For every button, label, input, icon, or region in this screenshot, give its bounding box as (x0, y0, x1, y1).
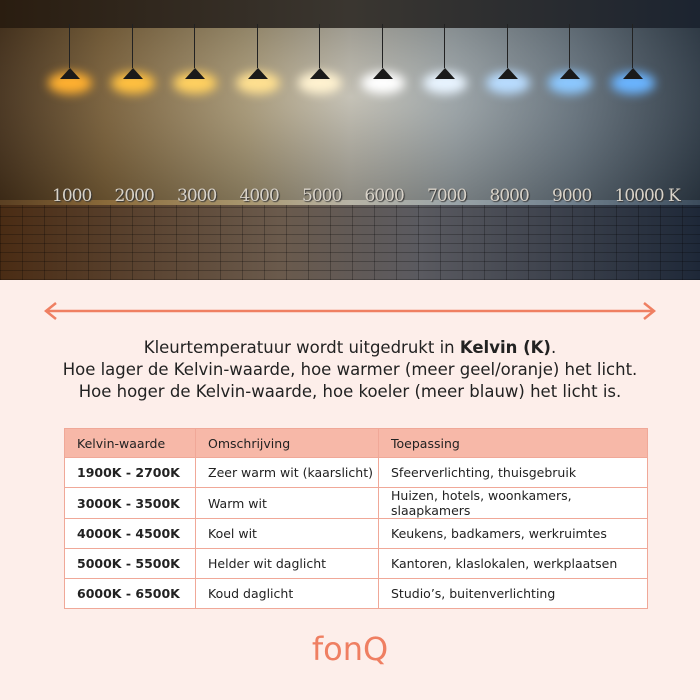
description-cell: Koel wit (195, 518, 379, 549)
floor (0, 205, 700, 280)
kelvin-label: 7000 (427, 186, 467, 206)
application-cell: Kantoren, klaslokalen, werkplaatsen (378, 548, 648, 579)
intro-line-2: Hoe lager de Kelvin-waarde, hoe warmer (… (62, 360, 638, 379)
pendant-lamp-icon (110, 24, 155, 94)
kelvin-label: 5000 (302, 186, 342, 206)
double-arrow-icon (44, 302, 656, 320)
pendant-lamp-icon (548, 24, 592, 94)
table-row: 4000K - 4500K Koel wit Keukens, badkamers,… (64, 518, 648, 549)
pendant-lamp-icon (485, 24, 530, 94)
kelvin-table: Kelvin-waarde Omschrijving Toepassing 19… (64, 428, 648, 609)
intro-line-3: Hoe hoger de Kelvin-waarde, hoe koeler (… (78, 382, 622, 401)
application-cell: Keukens, badkamers, werkruimtes (378, 518, 648, 549)
table-row: 5000K - 5500K Helder wit daglicht Kantoren… (64, 548, 648, 579)
table-row: 6000K - 6500K Koud daglicht Studio’s, buit… (64, 578, 648, 609)
intro-text: . (550, 338, 557, 357)
wall (0, 28, 700, 200)
pendant-lamp-icon (298, 24, 342, 94)
table-row: 1900K - 2700K Zeer warm wit (kaarslicht) S… (64, 457, 648, 488)
application-cell: Studio’s, buitenverlichting (378, 578, 648, 609)
header-application: Toepassing (378, 428, 648, 458)
pendant-lamp-icon (360, 24, 405, 94)
pendant-lamp-icon (173, 24, 217, 94)
application-cell: Huizen, hotels, woonkamers, slaapkamers (378, 487, 648, 519)
kelvin-label: 6000 (364, 186, 405, 206)
kelvin-label: 2000 (114, 186, 155, 206)
kelvin-cell: 3000K - 3500K (64, 487, 196, 519)
kelvin-label: 3000 (177, 186, 217, 206)
header-description: Omschrijving (195, 428, 379, 458)
kelvin-label: 4000 (239, 186, 280, 206)
pendant-lamp-icon (48, 24, 92, 94)
intro-line-1: Kleurtemperatuur wordt uitgedrukt in Kel… (0, 338, 700, 357)
color-temperature-photo: 1000 2000 3000 4000 5000 6000 7000 8000 9000 1000… (0, 0, 700, 280)
description-cell: Koud daglicht (195, 578, 379, 609)
kelvin-emphasis: Kelvin (K) (459, 338, 551, 357)
kelvin-cell: 1900K - 2700K (64, 457, 196, 488)
kelvin-label: 10000 K (614, 186, 681, 206)
ceiling (0, 0, 700, 28)
table-row: 3000K - 3500K Warm wit Huizen, hotels, woo… (64, 487, 648, 519)
application-cell: Sfeerverlichting, thuisgebruik (378, 457, 648, 488)
header-kelvin: Kelvin-waarde (64, 428, 196, 458)
kelvin-label: 9000 (552, 186, 592, 206)
pendant-lamp-icon (235, 24, 280, 94)
intro-text: Kleurtemperatuur wordt uitgedrukt in (143, 338, 460, 357)
pendant-lamp-icon (610, 24, 655, 94)
fonq-logo: fonQ (311, 630, 389, 668)
kelvin-cell: 6000K - 6500K (64, 578, 196, 609)
kelvin-cell: 4000K - 4500K (64, 518, 196, 549)
kelvin-label: 1000 (52, 186, 92, 206)
description-cell: Helder wit daglicht (195, 548, 379, 579)
pendant-lamp-icon (423, 24, 467, 94)
kelvin-label: 8000 (489, 186, 530, 206)
table-header-row: Kelvin-waarde Omschrijving Toepassing (64, 428, 648, 458)
kelvin-cell: 5000K - 5500K (64, 548, 196, 579)
description-cell: Zeer warm wit (kaarslicht) (195, 457, 379, 488)
description-cell: Warm wit (195, 487, 379, 519)
